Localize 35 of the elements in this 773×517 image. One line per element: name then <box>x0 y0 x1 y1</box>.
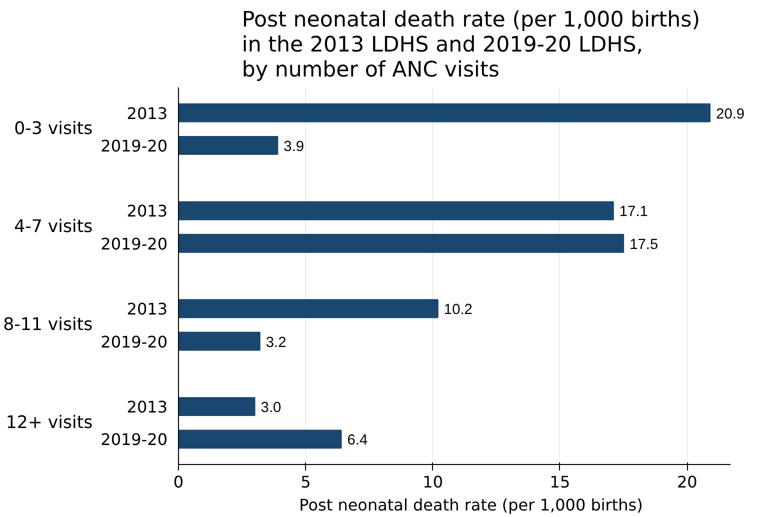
text: 2019-20 <box>100 332 168 352</box>
series-label: 2019-20 <box>100 430 168 450</box>
text: 2013 <box>126 202 168 221</box>
data-label: 17.1 <box>619 204 648 220</box>
text: 2013 <box>126 300 168 319</box>
y-tick-label: 4-7 visits <box>14 217 93 238</box>
bar <box>178 136 278 155</box>
bar <box>178 430 342 449</box>
bar <box>178 299 438 318</box>
text: 2019-20 <box>100 234 168 254</box>
text: 2019-20 <box>100 136 168 156</box>
data-label: 20.9 <box>716 106 745 122</box>
data-label: 3.0 <box>260 400 282 416</box>
bar <box>178 201 614 220</box>
data-label: 3.2 <box>266 334 286 351</box>
data-label: 17.5 <box>630 236 658 253</box>
data-label: 10.2 <box>444 302 472 318</box>
chart-title: Post neonatal death rate (per 1,000 births) in the 2013 LDHS and 2019-20 LDHS, by number of ANC visits <box>242 8 700 82</box>
y-tick-label: 8-11 visits <box>3 314 93 335</box>
x-tick-label: 15 <box>550 472 570 492</box>
bar <box>178 234 624 253</box>
bar <box>178 332 260 351</box>
x-tick-label: 10 <box>422 472 444 492</box>
x-axis-title: Post neonatal death rate (per 1,000 births) <box>299 496 643 514</box>
bar <box>178 397 256 416</box>
x-tick-label: 5 <box>300 472 311 492</box>
x-tick-label: 0 <box>173 472 184 492</box>
y-tick-label: 12+ visits <box>6 412 93 433</box>
series-label: 2013 <box>126 398 168 417</box>
bar <box>178 103 711 122</box>
x-tick-label: 20 <box>676 472 698 492</box>
data-label: 3.9 <box>284 138 304 155</box>
text: 2013 <box>126 104 168 123</box>
data-label: 6.4 <box>347 432 368 449</box>
y-tick-label: 0-3 visits <box>14 119 93 140</box>
